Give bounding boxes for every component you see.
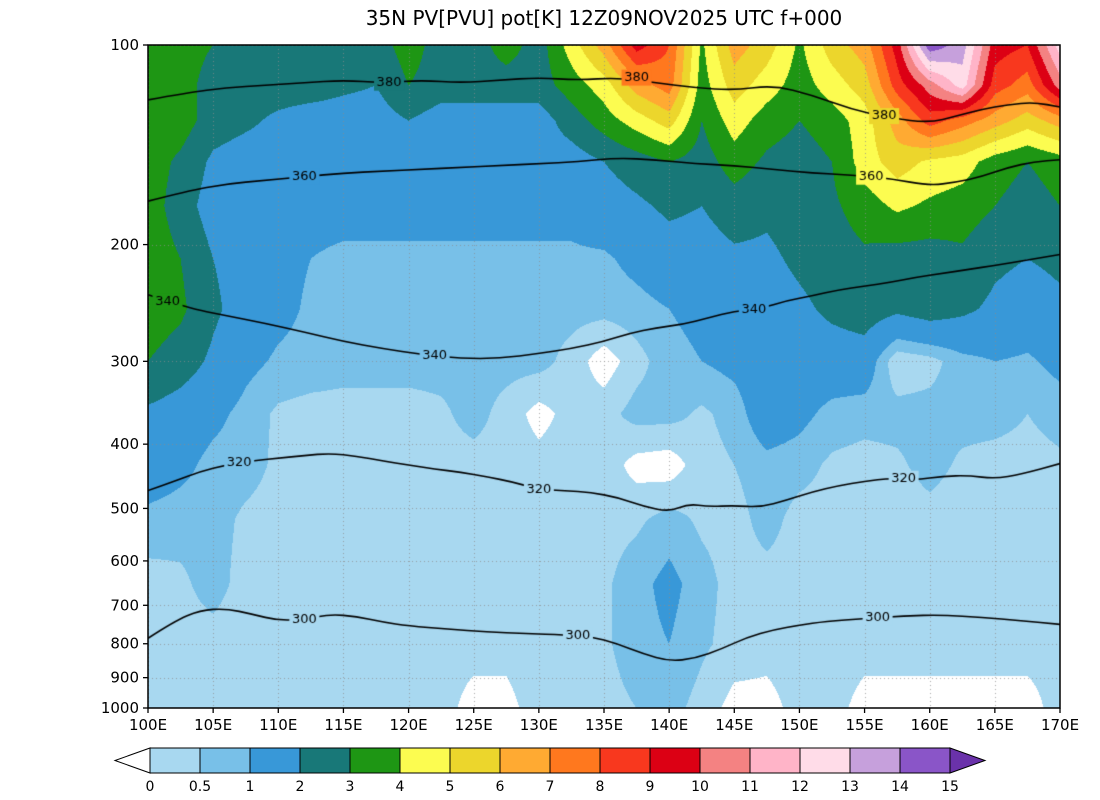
colorbar-tick-label: 6 (496, 779, 505, 795)
colorbar-tick-label: 10 (691, 779, 709, 795)
colorbar-box (749, 747, 801, 774)
y-tick-label: 900 (110, 669, 139, 687)
y-tick-label: 200 (110, 236, 139, 254)
x-tick-label: 115E (324, 716, 362, 734)
x-tick-label: 140E (650, 716, 688, 734)
y-tick-label: 500 (110, 499, 139, 517)
colorbar-tick-label: 12 (791, 779, 809, 795)
x-tick-label: 165E (976, 716, 1014, 734)
colorbar-box (649, 747, 701, 774)
y-tick-label: 800 (110, 635, 139, 653)
chart-title: 35N PV[PVU] pot[K] 12Z09NOV2025 UTC f+00… (365, 6, 843, 30)
y-tick-label: 100 (110, 36, 139, 54)
y-tick-label: 1000 (101, 699, 139, 717)
colorbar-box (549, 747, 601, 774)
x-tick-label: 125E (455, 716, 493, 734)
colorbar-box (399, 747, 451, 774)
y-tick-label: 600 (110, 552, 139, 570)
x-tick-label: 150E (780, 716, 818, 734)
colorbar-tick-label: 9 (646, 779, 655, 795)
colorbar-box (799, 747, 851, 774)
y-tick-label: 400 (110, 435, 139, 453)
colorbar-tick-label: 1 (246, 779, 255, 795)
colorbar-tick-label: 5 (446, 779, 455, 795)
y-tick-label: 300 (110, 352, 139, 370)
colorbar-tick-label: 4 (396, 779, 405, 795)
x-tick-label: 155E (846, 716, 884, 734)
colorbar-box (499, 747, 551, 774)
colorbar-tick-label: 8 (596, 779, 605, 795)
colorbar-box (199, 747, 251, 774)
pv-field-canvas (148, 45, 1060, 708)
colorbar-tick-label: 0.5 (189, 779, 211, 795)
colorbar-tick-label: 14 (891, 779, 909, 795)
colorbar-tick-label: 13 (841, 779, 859, 795)
colorbar-tick-label: 15 (941, 779, 959, 795)
y-tick-label: 700 (110, 596, 139, 614)
colorbar-tick-label: 2 (296, 779, 305, 795)
x-tick-label: 100E (129, 716, 167, 734)
x-tick-label: 105E (194, 716, 232, 734)
colorbar-box (599, 747, 651, 774)
x-tick-label: 120E (390, 716, 428, 734)
x-tick-label: 135E (585, 716, 623, 734)
colorbar-box (149, 747, 201, 774)
colorbar-under-arrow (113, 747, 151, 774)
colorbar-box (299, 747, 351, 774)
colorbar-box (699, 747, 751, 774)
x-tick-label: 110E (259, 716, 297, 734)
colorbar-tick-label: 7 (546, 779, 555, 795)
colorbar-box (849, 747, 901, 774)
colorbar-box (349, 747, 401, 774)
x-tick-label: 160E (911, 716, 949, 734)
x-tick-label: 130E (520, 716, 558, 734)
colorbar-tick-label: 11 (741, 779, 759, 795)
x-tick-label: 170E (1041, 716, 1079, 734)
x-tick-label: 145E (715, 716, 753, 734)
colorbar-box (249, 747, 301, 774)
colorbar-over-arrow (949, 747, 987, 774)
colorbar-box (449, 747, 501, 774)
colorbar-tick-label: 3 (346, 779, 355, 795)
colorbar-tick-label: 0 (146, 779, 155, 795)
colorbar-box (899, 747, 951, 774)
